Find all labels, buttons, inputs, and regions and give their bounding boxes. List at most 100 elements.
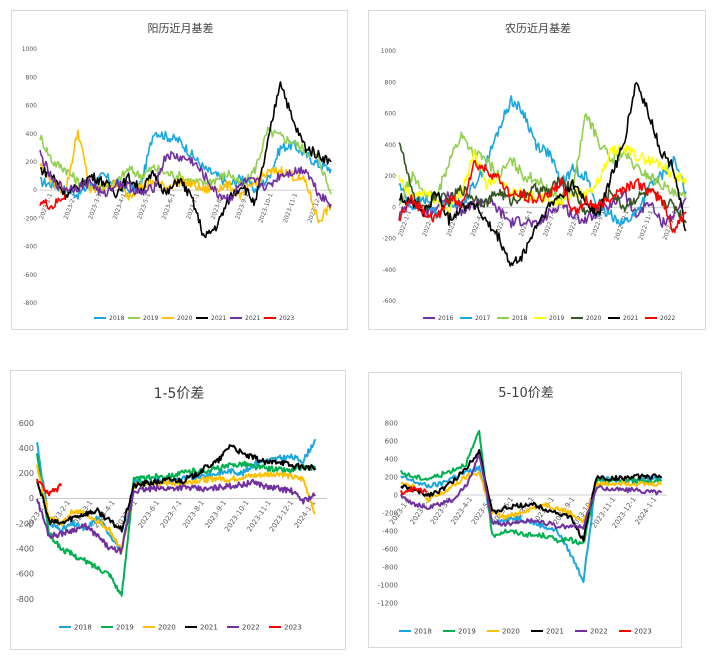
legend-label: 2021 [546, 627, 564, 635]
chart-panel-4: 5-10价差 -1200 -1000 -800 -600 -400 -200 0 200 400 6… [368, 372, 682, 648]
y-tick-label: 0 [392, 204, 396, 211]
legend-label: 2022 [660, 315, 675, 322]
x-tick-label: 2023-8-1 [181, 499, 206, 530]
legend-label: 2020 [586, 315, 601, 322]
series-line-2022 [400, 454, 663, 530]
x-tick-label: 2023-5-1 [136, 192, 152, 220]
series-line-2023 [39, 194, 67, 210]
x-tick-label: 2023-4-1 [112, 192, 128, 220]
legend-label: 2022 [242, 623, 260, 631]
y-tick-label: 200 [19, 469, 34, 478]
x-tick-label: 2023-6-1 [137, 499, 162, 530]
legend-label: 2023 [279, 315, 294, 322]
x-tick-label: 2022-4-1 [470, 209, 486, 237]
series-line-2022 [398, 159, 687, 234]
y-tick-label: -400 [16, 545, 34, 554]
legend-label: 2020 [502, 627, 520, 635]
y-tick-label: -400 [23, 244, 37, 251]
y-tick-label: 1000 [381, 48, 396, 55]
legend-label: 2023 [284, 623, 302, 631]
x-tick-label: 2023-9-1 [203, 499, 228, 530]
legend-label: 2021 [245, 315, 260, 322]
y-tick-label: 800 [26, 74, 38, 81]
x-tick-label: 2024-1-1 [293, 499, 318, 530]
y-tick-label: 0 [33, 187, 37, 194]
y-tick-label: 0 [29, 494, 34, 503]
series-line-2021 [400, 449, 662, 542]
series-line-2023 [36, 478, 63, 497]
y-tick-label: 0 [394, 491, 398, 499]
series-line-2021 [40, 81, 332, 239]
series-line-2019 [398, 144, 687, 217]
legend-label: 2018 [109, 315, 124, 322]
y-tick-label: 400 [385, 455, 398, 463]
series-line-2020 [400, 470, 663, 524]
chart-title: 阳历近月基差 [148, 21, 214, 35]
chart-title: 1-5价差 [154, 386, 205, 402]
series-line-2017 [398, 95, 687, 227]
series-line-2019 [36, 453, 317, 597]
series-line-2022 [36, 478, 316, 555]
y-tick-label: 200 [385, 173, 397, 180]
y-tick-label: -200 [382, 509, 398, 517]
series-line-2021 [36, 444, 317, 533]
x-tick-label: 2022-10-1 [613, 209, 630, 241]
y-tick-label: -400 [382, 267, 396, 274]
x-tick-label: 2023-11-1 [282, 192, 299, 224]
legend-label: 2021 [211, 315, 226, 322]
legend-label: 2018 [414, 627, 432, 635]
y-tick-label: 400 [26, 131, 38, 138]
chart-title: 5-10价差 [498, 386, 554, 401]
y-tick-label: 400 [19, 444, 34, 453]
y-tick-label: -400 [382, 527, 398, 535]
y-tick-label: -200 [382, 236, 396, 243]
y-tick-label: 600 [385, 111, 397, 118]
y-tick-label: -800 [16, 595, 34, 604]
legend-label: 2017 [475, 315, 490, 322]
series-line-2021 [39, 149, 332, 208]
y-tick-label: -600 [23, 272, 37, 279]
legend-label: 2022 [590, 627, 608, 635]
series-line-2023 [400, 486, 428, 496]
y-tick-label: 400 [385, 142, 397, 149]
y-tick-label: -600 [382, 298, 396, 305]
chart-title: 农历近月基差 [505, 21, 571, 35]
y-tick-label: -1000 [378, 581, 398, 589]
chart-panel-1: 阳历近月基差 -800 -600 -400 -200 0 200 400 600 800 1000 2… [11, 10, 348, 330]
y-tick-label: -600 [382, 545, 398, 553]
legend-label: 2023 [634, 627, 652, 635]
chart-panel-3: 1-5价差 -800 -600 -400 -200 0 200 400 600 2023-1-1 2… [10, 370, 346, 650]
legend-label: 2019 [116, 623, 134, 631]
legend-label: 2018 [512, 315, 527, 322]
legend-label: 2019 [458, 627, 476, 635]
y-tick-label: -800 [382, 563, 398, 571]
y-tick-label: 600 [26, 103, 38, 110]
legend-label: 2020 [177, 315, 192, 322]
x-tick-label: 2022-11-1 [637, 209, 654, 241]
y-tick-label: -600 [16, 570, 34, 579]
series-line-2019 [400, 429, 663, 546]
series-line-2018 [398, 113, 687, 207]
y-tick-label: 600 [19, 419, 34, 428]
y-tick-label: 800 [385, 79, 397, 86]
chart-panel-2: 农历近月基差 -600 -400 -200 0 200 400 600 800 1000 2022-… [368, 10, 706, 330]
y-tick-label: 200 [385, 473, 398, 481]
y-tick-label: 800 [385, 419, 398, 427]
y-tick-label: 1000 [22, 46, 37, 53]
series-line-2016 [398, 190, 687, 229]
y-tick-label: -200 [23, 215, 37, 222]
legend-label: 2019 [549, 315, 564, 322]
y-tick-label: -1200 [378, 599, 398, 607]
x-tick-label: 2023-7-1 [159, 499, 184, 530]
y-tick-label: 200 [26, 159, 38, 166]
legend-label: 2016 [438, 315, 453, 322]
legend-label: 2021 [623, 315, 638, 322]
series-line-2020 [398, 142, 687, 224]
x-tick-label: 2023-6-1 [161, 192, 177, 220]
x-tick-label: 2023-10-1 [257, 192, 274, 224]
y-tick-label: -200 [16, 519, 34, 528]
y-tick-label: 600 [385, 437, 398, 445]
y-tick-label: -800 [23, 300, 37, 307]
legend-label: 2021 [200, 623, 218, 631]
legend-label: 2018 [74, 623, 92, 631]
